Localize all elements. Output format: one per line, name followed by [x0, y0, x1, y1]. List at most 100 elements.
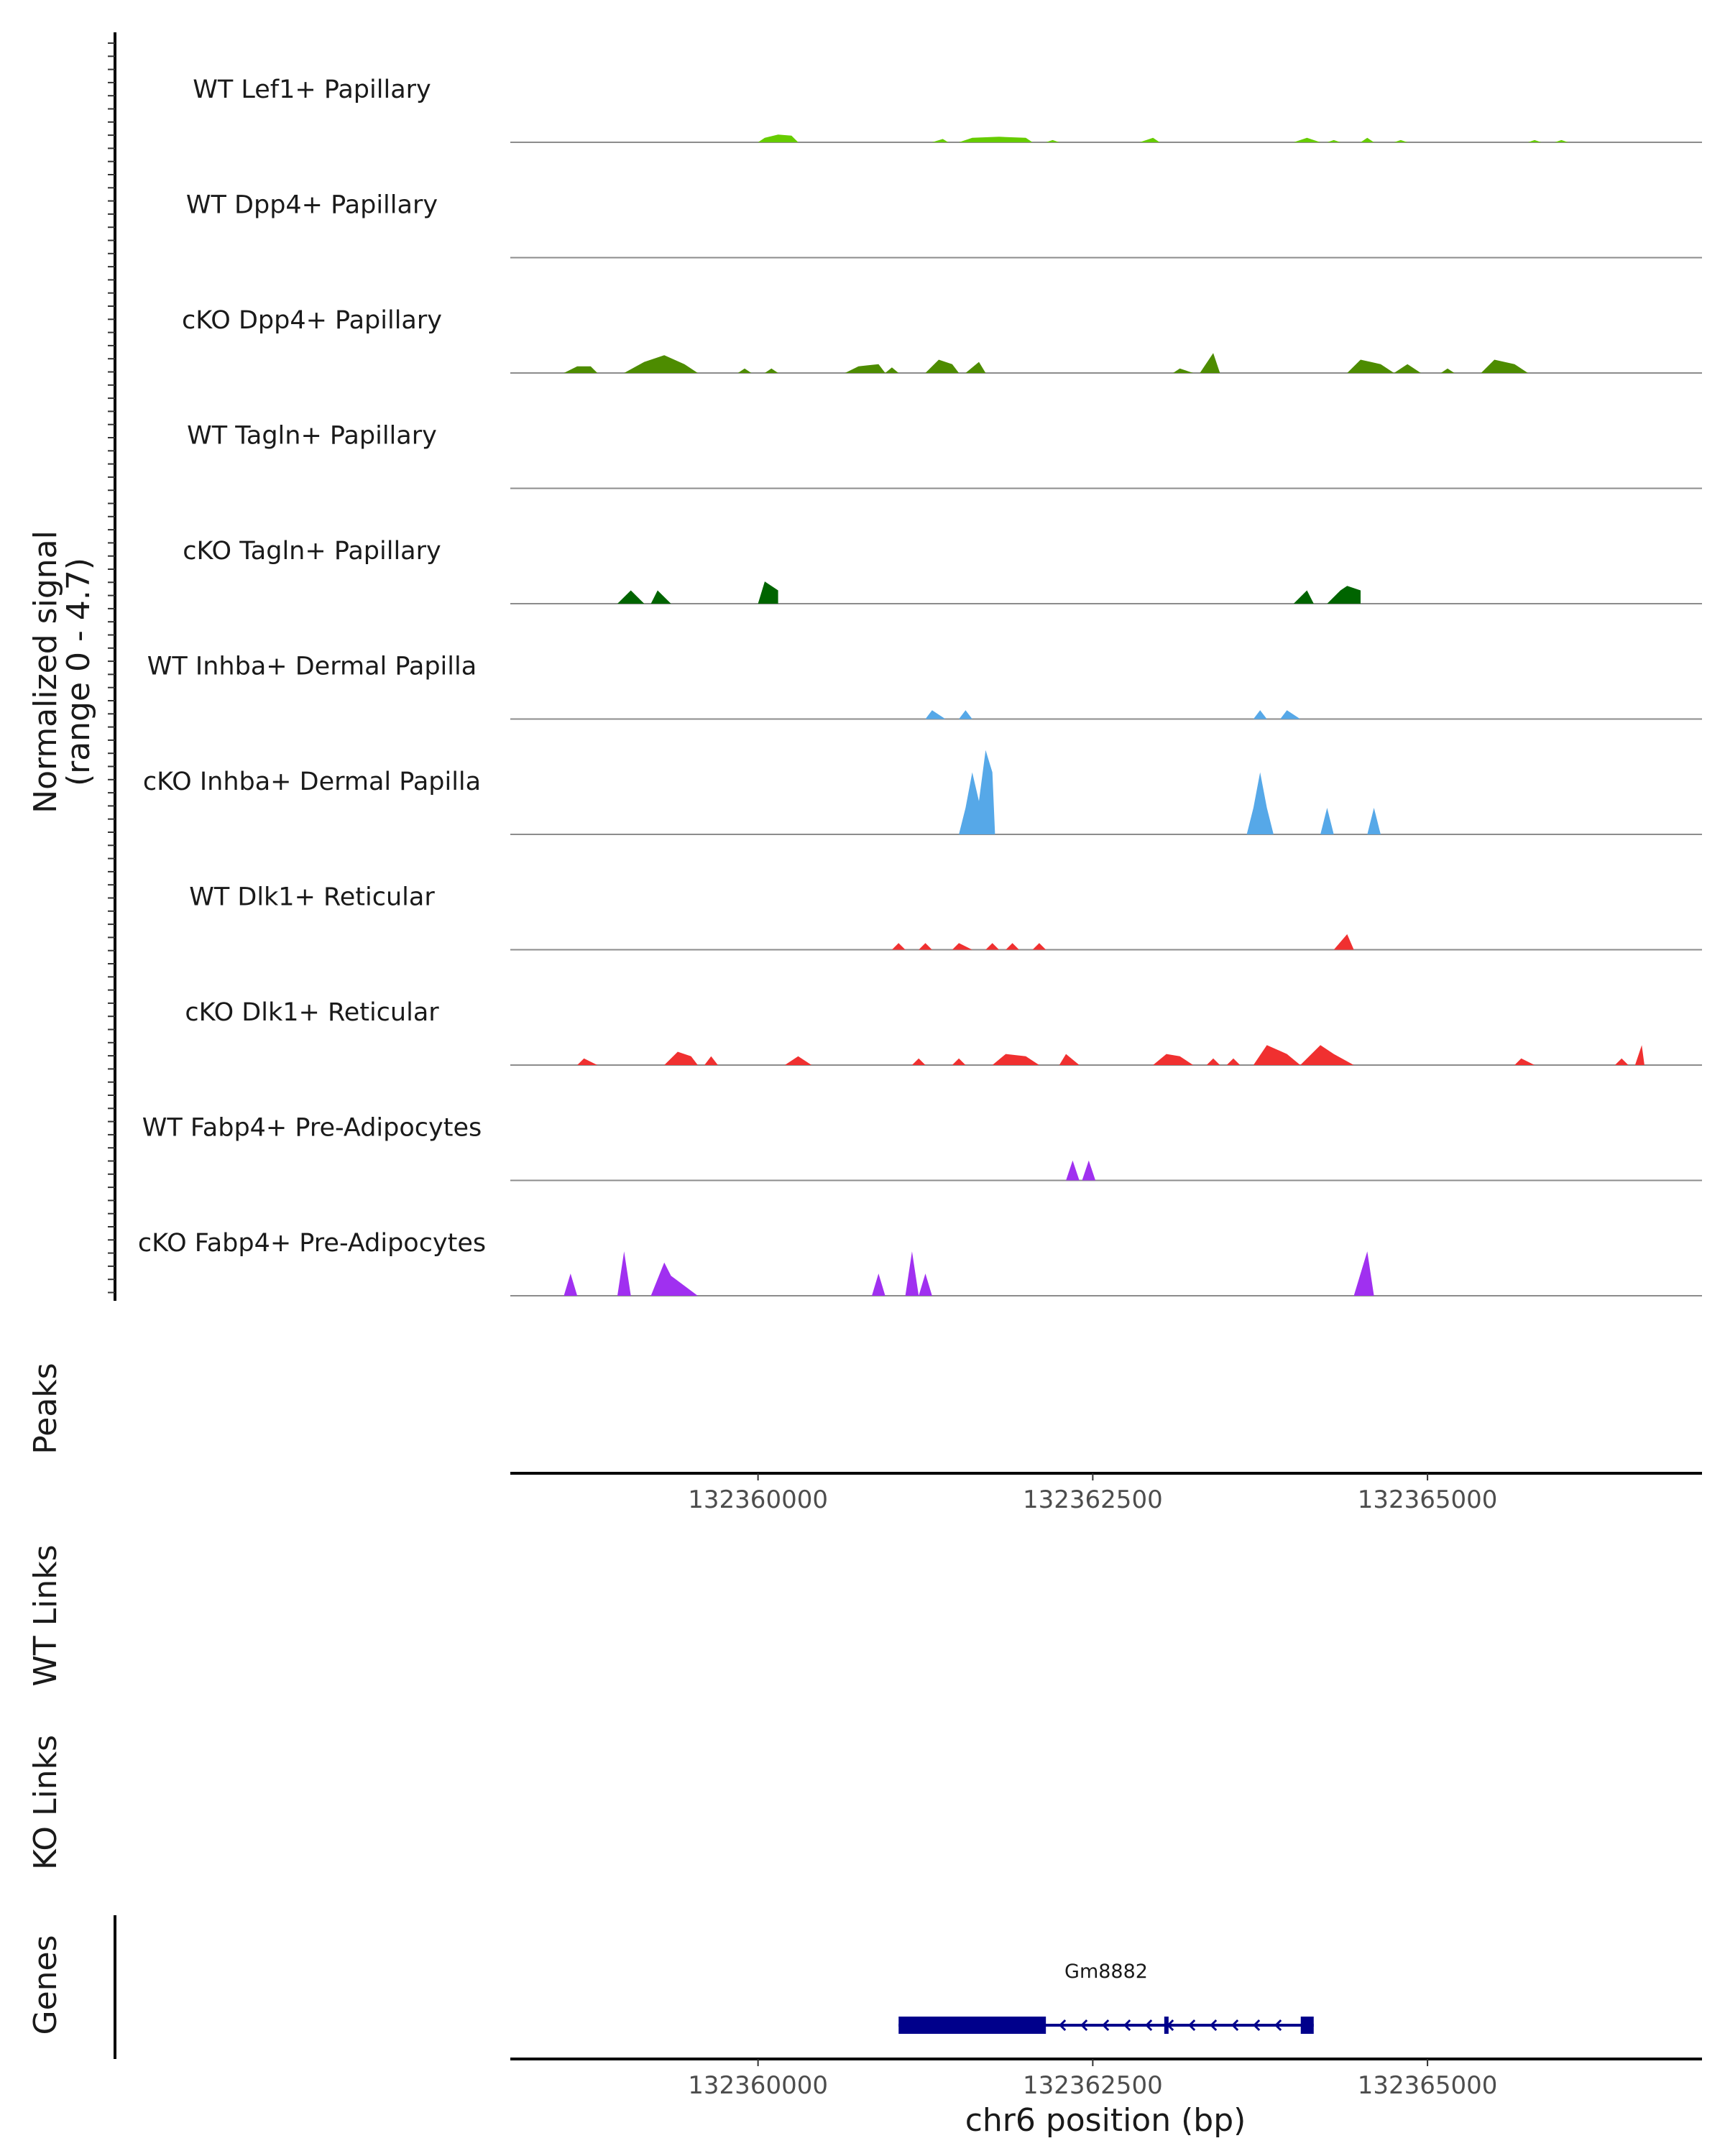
- y-axis-title-range: (range 0 - 4.7): [60, 558, 97, 786]
- track: cKO Inhba+ Dermal Papilla: [143, 750, 1702, 835]
- x-tick-label: 132365000: [1358, 1485, 1498, 1514]
- genes-label: Genes: [27, 1935, 64, 2035]
- coverage-area: [624, 355, 698, 373]
- y-axis-ticks: [108, 42, 115, 1294]
- coverage-area: [1555, 139, 1568, 142]
- strand-arrow-icon: [1253, 2019, 1261, 2032]
- x-axis-bottom: 132360000 132362500 132365000: [688, 2059, 1497, 2100]
- strand-arrow-icon: [1080, 2019, 1088, 2032]
- coverage-area: [765, 368, 778, 373]
- x-axis-title: chr6 position (bp): [965, 2102, 1246, 2139]
- coverage-area: [784, 1056, 812, 1065]
- coverage-area: [650, 1262, 698, 1296]
- coverage-area: [1514, 1058, 1535, 1065]
- track-label: WT Inhba+ Dermal Papilla: [147, 653, 477, 681]
- strand-arrow-icon: [1059, 2019, 1067, 2032]
- coverage-area: [737, 368, 752, 373]
- track: WT Inhba+ Dermal Papilla: [147, 653, 1702, 720]
- coverage-area: [885, 367, 899, 373]
- strand-arrow-icon: [1145, 2019, 1153, 2032]
- coverage-area: [1173, 368, 1194, 373]
- coverage-area: [985, 943, 999, 950]
- y-axis-title: Normalized signal (range 0 - 4.7): [27, 530, 97, 814]
- coverage-area: [1440, 368, 1455, 373]
- track-label: cKO Inhba+ Dermal Papilla: [143, 768, 481, 796]
- coverage-area: [1153, 1054, 1194, 1065]
- coverage-area: [1333, 934, 1354, 950]
- coverage-area: [891, 943, 906, 950]
- coverage-area: [905, 1251, 919, 1296]
- coverage-area: [664, 1051, 698, 1065]
- coverage-area: [577, 1058, 598, 1065]
- strand-arrow-icon: [1188, 2019, 1196, 2032]
- coverage-area: [1280, 710, 1301, 719]
- coverage-area: [704, 1056, 718, 1065]
- coverage-area: [919, 1273, 932, 1296]
- coverage-area: [872, 1273, 886, 1296]
- coverage-area: [1200, 353, 1220, 373]
- coverage-area: [1634, 1045, 1644, 1065]
- coverage-area: [1614, 1058, 1629, 1065]
- track: WT Lef1+ Papillary: [193, 75, 1702, 143]
- coverage-area: [1046, 139, 1059, 142]
- coverage-area: [1367, 808, 1381, 834]
- track: WT Dpp4+ Papillary: [186, 191, 1702, 259]
- coverage-area: [925, 710, 946, 719]
- track-label: WT Dpp4+ Papillary: [186, 191, 438, 220]
- coverage-area: [1293, 590, 1314, 604]
- x-axis-top: 132360000 132362500 132365000: [688, 1473, 1497, 1514]
- coverage-area: [1394, 139, 1408, 142]
- coverage-area: [1320, 808, 1334, 834]
- coverage-area: [1032, 943, 1046, 950]
- track: cKO Fabp4+ Pre-Adipocytes: [138, 1229, 1702, 1296]
- x-tick-label: 132362500: [1023, 2071, 1163, 2100]
- track: cKO Dlk1+ Reticular: [185, 998, 1702, 1066]
- coverage-area: [965, 361, 986, 373]
- coverage-area: [1139, 137, 1160, 142]
- coverage-area: [1327, 139, 1340, 142]
- coverage-area: [1347, 359, 1394, 373]
- coverage-area: [919, 943, 932, 950]
- strand-arrow-icon: [1210, 2019, 1218, 2032]
- track-label: WT Dlk1+ Reticular: [189, 883, 435, 912]
- coverage-area: [992, 1054, 1039, 1065]
- coverage-area: [758, 581, 778, 604]
- coverage-area: [1327, 586, 1361, 604]
- x-tick-label: 132365000: [1358, 2071, 1498, 2100]
- track: cKO Dpp4+ Papillary: [182, 306, 1702, 374]
- coverage-area: [1527, 139, 1542, 142]
- track: cKO Tagln+ Papillary: [183, 537, 1702, 604]
- coverage-area: [959, 750, 995, 834]
- coverage-area: [1226, 1058, 1241, 1065]
- coverage-area: [911, 1058, 926, 1065]
- track: WT Fabp4+ Pre-Adipocytes: [142, 1114, 1702, 1181]
- coverage-area: [1481, 359, 1528, 373]
- coverage-area: [1206, 1058, 1220, 1065]
- strand-arrow-icon: [1167, 2019, 1174, 2032]
- track-label: WT Tagln+ Papillary: [187, 422, 437, 451]
- ko-links-label: KO Links: [27, 1735, 64, 1870]
- gene-name: Gm8882: [1064, 1961, 1148, 1983]
- coverage-area: [959, 137, 1033, 142]
- coverage-area: [564, 366, 598, 373]
- gene-exon: [1300, 2017, 1314, 2034]
- coverage-area: [564, 1273, 578, 1296]
- track-label: WT Lef1+ Papillary: [193, 75, 431, 104]
- track-label: cKO Fabp4+ Pre-Adipocytes: [138, 1229, 486, 1258]
- gene-track: Gm8882: [898, 1961, 1314, 2034]
- coverage-area: [1006, 943, 1019, 950]
- track: WT Tagln+ Papillary: [187, 422, 1702, 489]
- x-tick-label: 132360000: [688, 2071, 828, 2100]
- strand-arrow-icon: [1274, 2019, 1282, 2032]
- coverage-area: [1353, 1251, 1374, 1296]
- coverage-area: [650, 590, 671, 604]
- peaks-label: Peaks: [27, 1363, 64, 1454]
- coverage-area: [845, 364, 886, 373]
- track-label: cKO Tagln+ Papillary: [183, 537, 441, 566]
- coverage-area: [617, 1251, 631, 1296]
- y-axis-title-main: Normalized signal: [27, 530, 64, 814]
- coverage-area: [952, 1058, 966, 1065]
- coverage-area: [1246, 772, 1274, 834]
- coverage-area: [1082, 1160, 1096, 1181]
